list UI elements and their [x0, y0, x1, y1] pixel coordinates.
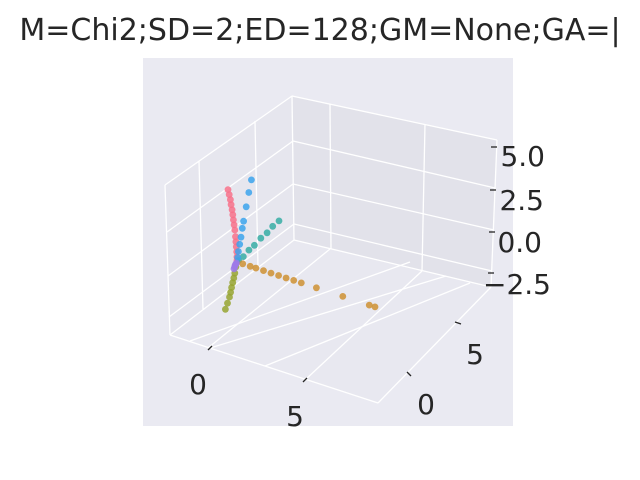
data-point [230, 216, 237, 224]
data-point [263, 229, 271, 237]
data-point [245, 189, 253, 196]
data-point [275, 217, 283, 225]
data-point [246, 262, 254, 270]
data-point [227, 196, 234, 204]
data-point [297, 279, 305, 287]
data-point [234, 254, 242, 261]
data-point [235, 248, 242, 255]
x-tick-label: 5 [286, 400, 304, 433]
data-point [267, 269, 275, 277]
data-point [236, 240, 244, 248]
data-point [240, 217, 248, 225]
data-point [275, 272, 282, 279]
x-tick-label: 0 [189, 368, 207, 401]
data-point [339, 293, 347, 300]
back-pane [292, 96, 497, 287]
data-point [245, 246, 253, 254]
data-point [365, 301, 373, 309]
data-point [227, 201, 235, 209]
z-tick-labels: 5.0 2.5 0.0 −2.5 [483, 140, 551, 301]
y-tick-labels: 0 5 [417, 338, 484, 421]
data-point [231, 226, 239, 234]
z-tick-label: 5.0 [500, 140, 545, 173]
data-point [242, 203, 250, 211]
data-point [224, 299, 231, 307]
tick-marks [207, 146, 497, 383]
data-point [252, 264, 260, 272]
data-point [260, 267, 267, 274]
data-point [248, 176, 255, 184]
data-point [238, 224, 246, 232]
data-point [282, 274, 290, 282]
data-point [232, 233, 239, 241]
data-point [251, 241, 258, 249]
data-point [257, 234, 265, 242]
data-point [237, 233, 245, 241]
data-point [371, 303, 379, 311]
data-point [228, 206, 236, 214]
data-point [269, 222, 277, 230]
data-point [230, 221, 238, 229]
z-tick-label: 2.5 [499, 184, 544, 217]
data-point [239, 260, 247, 268]
x-tick-labels: 0 5 [189, 368, 304, 433]
data-point [239, 253, 247, 260]
chart-title: M=Chi2;SD=2;ED=128;GM=None;GA=| [19, 13, 621, 48]
y-tick-label: 5 [466, 338, 484, 371]
z-tick-label: −2.5 [483, 268, 551, 301]
data-point [290, 277, 298, 284]
data-point [222, 305, 229, 313]
data-points [222, 176, 379, 313]
data-point [225, 191, 233, 199]
data-point [229, 211, 237, 219]
data-point [230, 265, 238, 273]
data-point [226, 293, 233, 301]
z-tick-label: 0.0 [497, 226, 542, 259]
y-tick-label: 0 [417, 388, 435, 421]
data-point [313, 284, 320, 292]
